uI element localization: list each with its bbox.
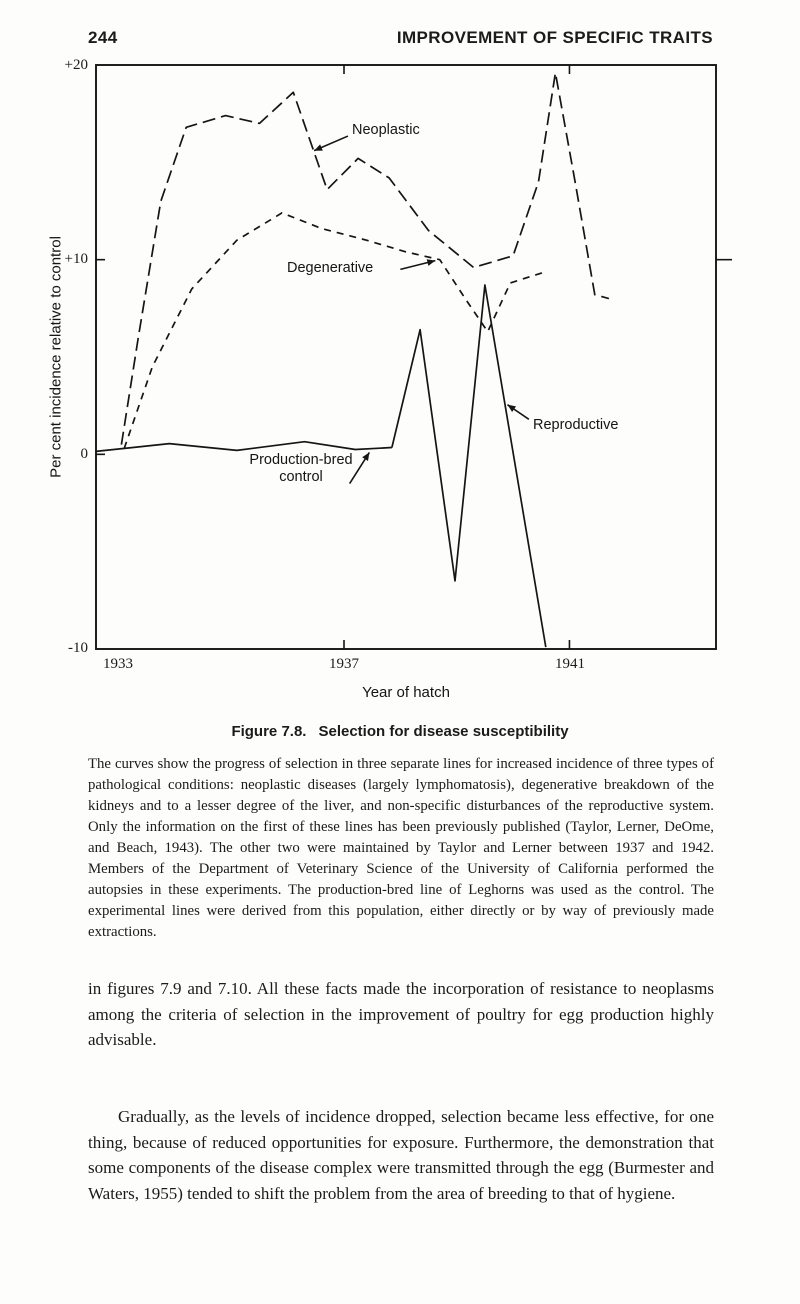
annotation-production-bred-control: Production-bred control — [240, 452, 362, 486]
figure-caption: Figure 7.8. Selection for disease suscept… — [0, 723, 800, 740]
annotation-neoplastic: Neoplastic — [352, 122, 420, 138]
y-tick-plus20: +20 — [64, 57, 88, 73]
series-neoplastic — [120, 71, 610, 445]
running-title: IMPROVEMENT OF SPECIFIC TRAITS — [396, 28, 713, 47]
x-tick-1937: 1937 — [329, 656, 359, 672]
y-axis-title: Per cent incidence relative to control — [47, 236, 65, 478]
annotation-arrow-3-head — [362, 452, 370, 461]
annotation-degenerative: Degenerative — [287, 260, 374, 276]
y-tick-minus10: -10 — [68, 640, 88, 656]
page-number: 244 — [88, 28, 118, 47]
x-axis-title: Year of hatch — [362, 684, 450, 701]
series-reproductive — [391, 284, 547, 648]
annotation-arrow-1-head — [426, 259, 436, 266]
annotation-control-line2: control — [279, 469, 323, 485]
annotation-reproductive: Reproductive — [533, 417, 619, 433]
body-paragraph-1: in figures 7.9 and 7.10. All these facts… — [88, 979, 714, 1049]
figure-legend-paragraph: The curves show the progress of selectio… — [88, 756, 714, 940]
annotation-arrow-2-head — [507, 404, 516, 412]
y-tick-plus10: +10 — [64, 251, 88, 267]
series-production-bred-control — [95, 440, 392, 453]
figure-caption-text: Selection for disease susceptibility — [318, 723, 569, 740]
figure-chart-plot — [95, 64, 732, 650]
series-degenerative — [123, 212, 548, 449]
annotation-arrow-0-head — [314, 144, 323, 151]
x-tick-1941: 1941 — [555, 656, 585, 672]
body-paragraph-2: Gradually, as the levels of incidence dr… — [88, 1107, 714, 1203]
annotation-control-line1: Production-bred — [249, 452, 353, 468]
y-tick-zero: 0 — [80, 446, 89, 462]
figure-caption-label: Figure 7.8. — [231, 723, 307, 740]
x-tick-1933: 1933 — [103, 656, 133, 672]
plot-border — [95, 64, 717, 650]
